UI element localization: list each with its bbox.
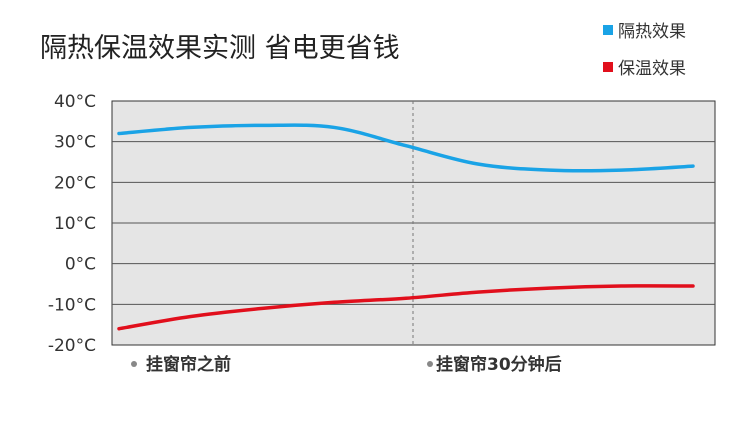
category-label-before: 挂窗帘之前	[146, 354, 231, 375]
series-line-heat	[117, 123, 695, 173]
y-tick-label: 10°C	[54, 214, 96, 234]
y-tick-label: -10°C	[48, 295, 96, 315]
y-tick-label: -20°C	[48, 336, 96, 356]
legend-label-warm: 保温效果	[618, 59, 686, 79]
y-tick-label: 20°C	[54, 173, 96, 193]
legend-label-heat: 隔热效果	[618, 22, 686, 42]
legend-swatch-heat	[603, 25, 613, 35]
category-dot-before	[131, 361, 137, 367]
legend-swatch-warm	[603, 62, 613, 72]
legend: 隔热效果 保温效果	[603, 22, 686, 79]
y-axis-ticks: 40°C 30°C 20°C 10°C 0°C -10°C -20°C	[48, 92, 96, 356]
category-label-after: 挂窗帘30分钟后	[436, 354, 562, 375]
category-dot-after	[427, 361, 433, 367]
gridlines	[112, 141, 715, 305]
chart-title: 隔热保温效果实测 省电更省钱	[40, 33, 400, 64]
series-line-warm	[117, 284, 695, 331]
y-tick-label: 40°C	[54, 92, 96, 112]
y-tick-label: 0°C	[65, 255, 96, 275]
y-tick-label: 30°C	[54, 133, 96, 153]
